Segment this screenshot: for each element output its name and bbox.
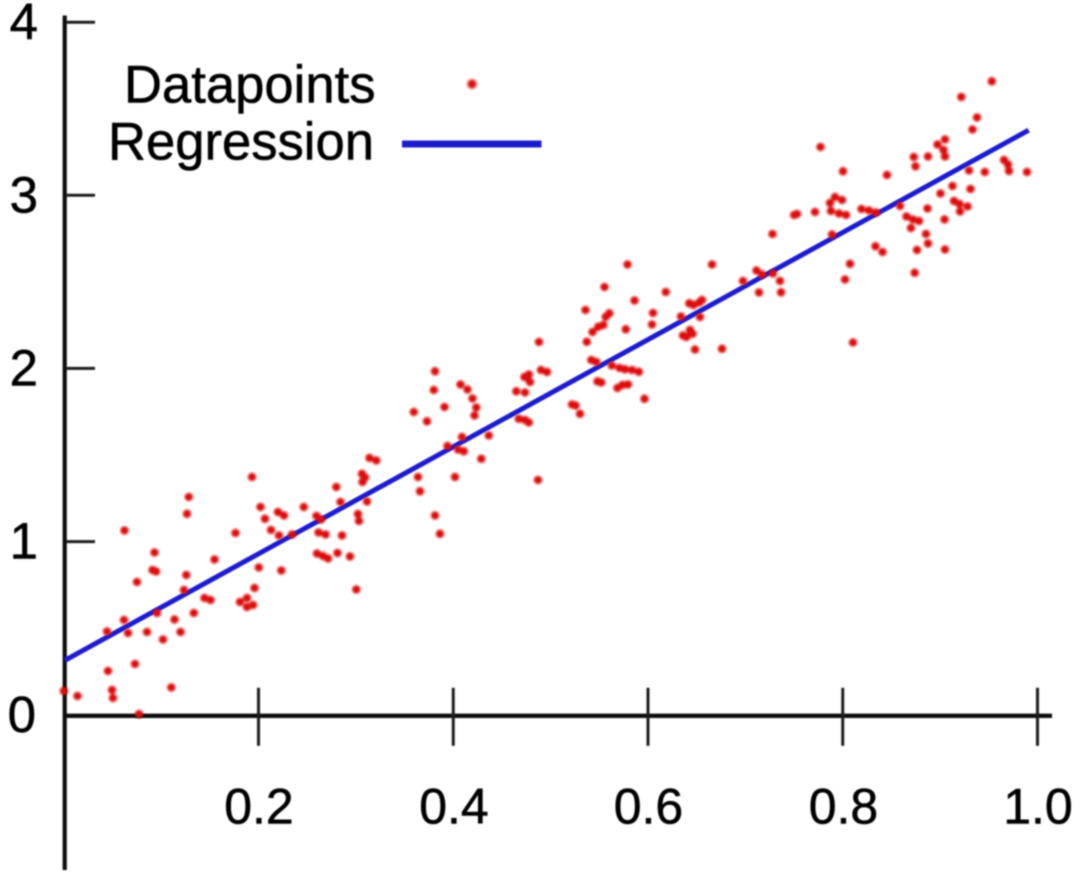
svg-text:0: 0 [8, 686, 36, 743]
svg-text:1: 1 [10, 513, 38, 570]
svg-text:0.2: 0.2 [224, 779, 294, 835]
svg-text:0.8: 0.8 [809, 779, 879, 835]
svg-text:Regression: Regression [108, 113, 374, 172]
svg-text:Datapoints: Datapoints [124, 55, 375, 114]
svg-text:0.6: 0.6 [614, 779, 684, 835]
svg-text:2: 2 [10, 339, 38, 396]
svg-text:1.0: 1.0 [1003, 779, 1073, 835]
svg-text:4: 4 [10, 0, 38, 50]
svg-text:3: 3 [10, 166, 38, 223]
svg-text:0.4: 0.4 [419, 779, 489, 835]
